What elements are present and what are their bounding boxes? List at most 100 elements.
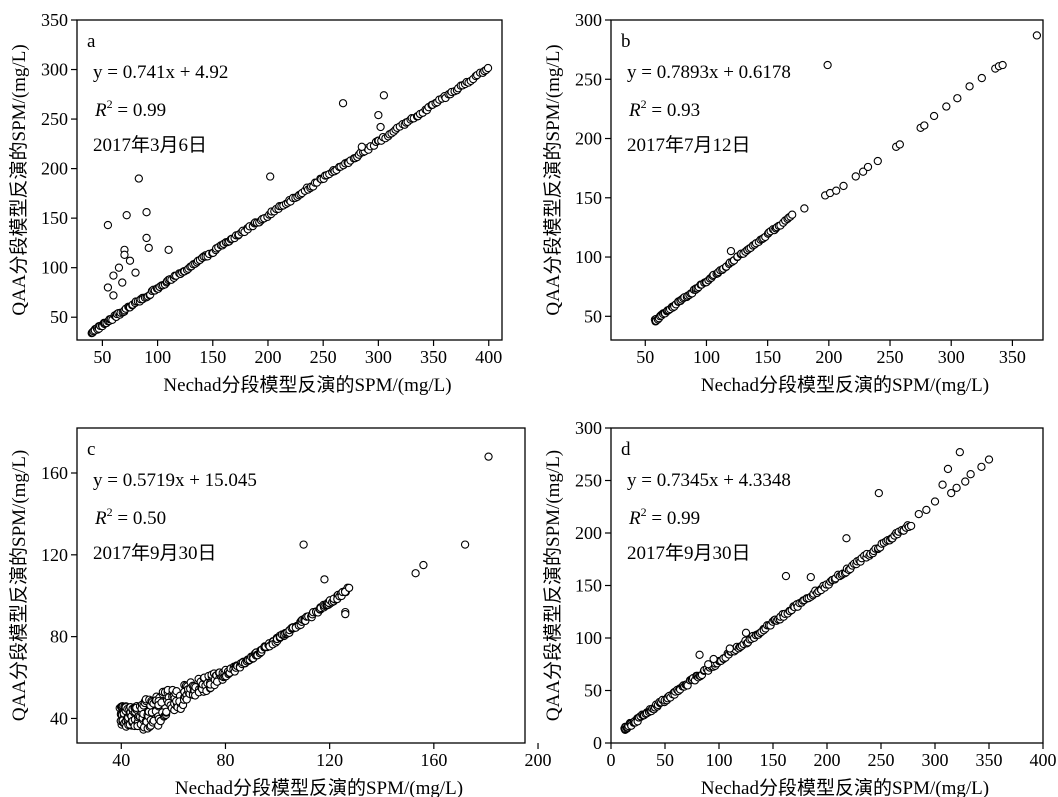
data-point [806, 572, 815, 582]
data-point [920, 121, 929, 130]
data-point [162, 707, 171, 717]
regression-equation: y = 0.7893x + 0.6178 [627, 62, 791, 83]
y-tick-label: 250 [575, 69, 602, 89]
panel-letter: a [87, 31, 96, 52]
data-point [103, 220, 113, 230]
y-tick-label: 250 [575, 471, 602, 491]
data-point [709, 654, 718, 664]
data-point [977, 73, 986, 83]
data-point [781, 571, 791, 581]
data-point [965, 82, 974, 91]
data-point [142, 208, 151, 217]
data-point [863, 162, 873, 172]
panel-letter: d [621, 439, 631, 460]
data-point [338, 99, 348, 108]
r-squared-label: R2 = 0.99 [94, 97, 166, 121]
plot-frame [76, 19, 503, 341]
y-tick-label: 150 [41, 208, 68, 228]
data-point [142, 233, 151, 243]
x-tick-label: 300 [922, 750, 949, 770]
r-squared-label: R2 = 0.50 [94, 505, 166, 529]
x-tick-label: 50 [636, 347, 654, 367]
y-tick-label: 350 [41, 10, 68, 30]
data-point [704, 660, 713, 669]
data-point [947, 488, 956, 498]
data-point [942, 102, 951, 111]
x-tick-label: 200 [254, 347, 281, 367]
data-point [839, 181, 848, 191]
data-point [484, 452, 493, 461]
data-point [374, 110, 383, 120]
data-point [103, 283, 113, 292]
data-point [299, 540, 308, 549]
x-tick-label: 120 [316, 750, 343, 770]
date-label: 2017年9月30日 [93, 542, 217, 564]
data-point [114, 263, 124, 272]
y-tick-label: 150 [575, 576, 602, 596]
x-tick-label: 150 [760, 750, 787, 770]
y-tick-label: 300 [575, 10, 602, 30]
data-point [832, 186, 841, 195]
y-tick-label: 200 [41, 159, 68, 179]
x-tick-label: 350 [976, 750, 1003, 770]
x-tick-label: 300 [365, 347, 392, 367]
x-axis-title: Nechad分段模型反演的SPM/(mg/L) [701, 777, 989, 797]
x-tick-label: 160 [420, 750, 447, 770]
data-point [376, 122, 385, 132]
data-point [914, 509, 923, 519]
x-tick-label: 350 [420, 347, 447, 367]
y-tick-label: 80 [50, 627, 68, 647]
data-point [966, 470, 975, 479]
data-point [930, 497, 940, 506]
data-point [379, 91, 389, 100]
x-tick-label: 50 [93, 347, 111, 367]
data-point [984, 455, 994, 464]
data-point [109, 291, 118, 300]
data-point [943, 464, 953, 474]
date-label: 2017年7月12日 [627, 134, 751, 156]
data-point [341, 609, 350, 619]
y-axis-title: QAA分段模型反演的SPM/(mg/L) [542, 44, 564, 315]
x-tick-label: 300 [938, 347, 965, 367]
data-point [266, 172, 275, 181]
y-tick-label: 100 [575, 247, 602, 267]
x-tick-label: 150 [754, 347, 781, 367]
data-point [144, 243, 153, 253]
x-tick-label: 200 [814, 750, 841, 770]
date-label: 2017年3月6日 [93, 134, 207, 156]
y-tick-label: 160 [41, 463, 68, 483]
y-tick-label: 250 [41, 109, 68, 129]
data-point [357, 142, 366, 151]
data-point [842, 534, 851, 543]
y-axis-title: QAA分段模型反演的SPM/(mg/L) [8, 44, 30, 315]
x-tick-label: 40 [112, 750, 130, 770]
data-point [411, 569, 420, 578]
data-point [895, 140, 904, 149]
regression-equation: y = 0.741x + 4.92 [93, 62, 228, 83]
data-point [741, 628, 751, 637]
data-point [131, 268, 140, 277]
data-point [460, 540, 470, 549]
data-point [483, 63, 493, 73]
x-axis-title: Nechad分段模型反演的SPM/(mg/L) [175, 777, 463, 797]
data-point [134, 174, 143, 183]
x-tick-label: 400 [475, 347, 502, 367]
x-tick-label: 200 [525, 750, 552, 770]
x-tick-label: 0 [607, 750, 616, 770]
scatter-points [115, 452, 493, 734]
data-point [858, 167, 868, 176]
scatter-points [650, 31, 1042, 326]
data-point [726, 246, 736, 256]
data-point [922, 505, 931, 515]
x-tick-label: 150 [199, 347, 226, 367]
data-point [998, 60, 1007, 70]
data-point [1032, 31, 1042, 40]
y-axis-title: QAA分段模型反演的SPM/(mg/L) [542, 450, 564, 721]
plot-frame [76, 427, 526, 744]
x-tick-label: 350 [999, 347, 1026, 367]
data-point [788, 210, 797, 219]
data-point [873, 156, 882, 166]
regression-equation: y = 0.7345x + 4.3348 [627, 470, 791, 491]
scatter-points [87, 63, 493, 338]
y-tick-label: 300 [41, 60, 68, 80]
